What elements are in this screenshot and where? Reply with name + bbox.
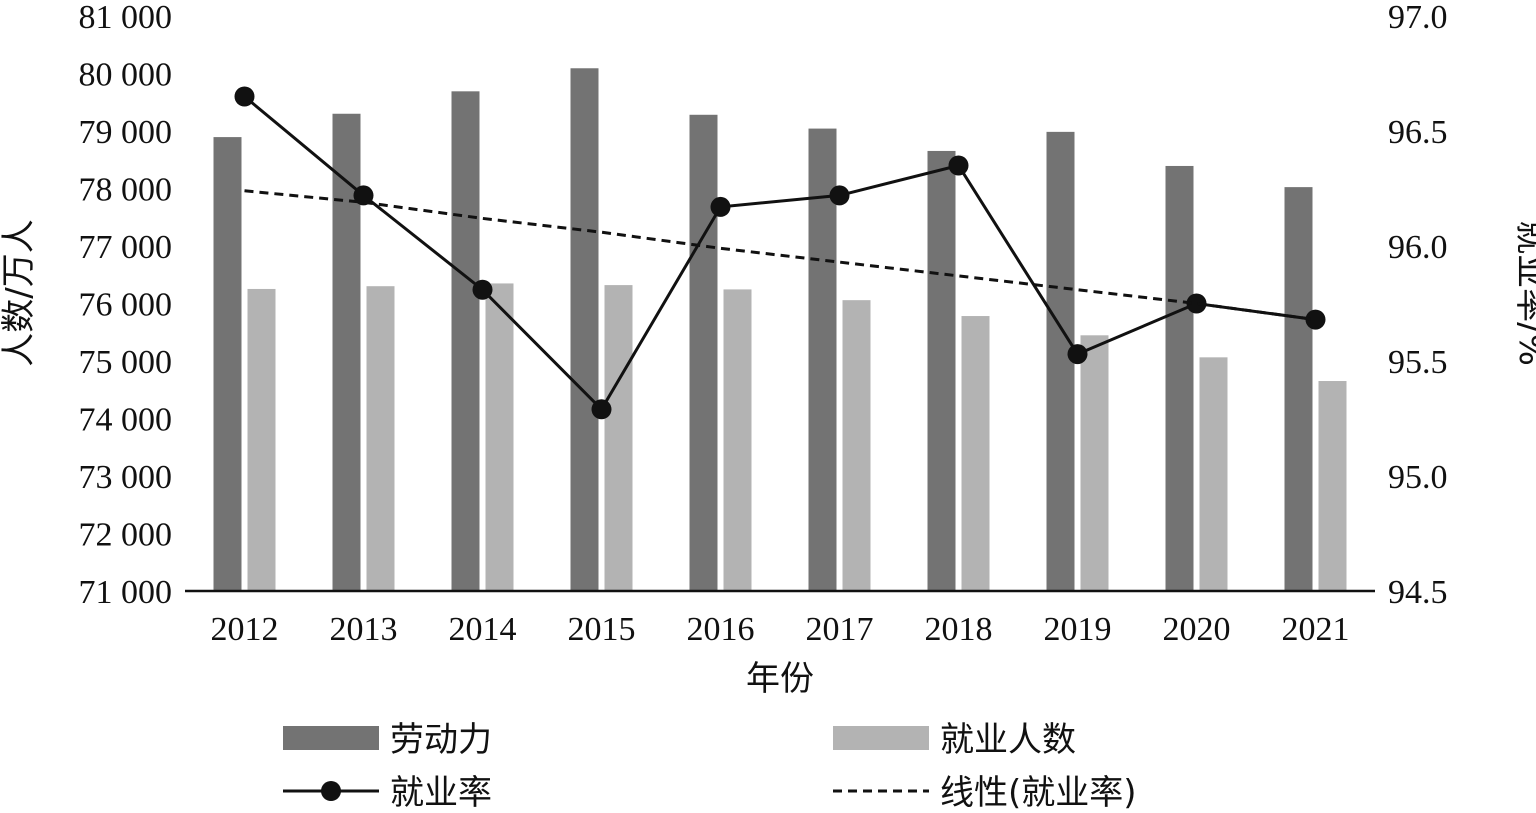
y2-tick-label: 95.0 bbox=[1388, 459, 1448, 496]
legend-swatch-employed bbox=[833, 726, 929, 750]
lines-layer bbox=[234, 86, 1326, 420]
x-tick-label: 2021 bbox=[1282, 611, 1350, 648]
y-tick-label: 71 000 bbox=[79, 574, 173, 611]
bar-employed-2012 bbox=[247, 288, 276, 591]
x-tick-label: 2020 bbox=[1163, 611, 1231, 648]
employment-rate-point-2012 bbox=[234, 86, 255, 107]
bar-employed-2021 bbox=[1318, 381, 1347, 591]
employment-rate-point-2020 bbox=[1186, 293, 1207, 314]
employment-rate-point-2015 bbox=[591, 399, 612, 420]
y-ticks: 71 000 72 000 73 000 74 000 75 000 76 000 77 0… bbox=[79, 0, 173, 611]
x-tick-label: 2018 bbox=[925, 611, 993, 648]
bar-employed-2016 bbox=[723, 289, 752, 591]
y2-tick-label: 96.0 bbox=[1388, 229, 1448, 266]
y2-tick-label: 97.0 bbox=[1388, 0, 1448, 36]
employment-rate-point-2017 bbox=[829, 185, 850, 206]
x-tick-label: 2013 bbox=[330, 611, 398, 648]
bar-labor-force-2019 bbox=[1046, 131, 1075, 592]
employment-rate-line bbox=[243, 95, 1316, 412]
bar-employed-2014 bbox=[485, 283, 514, 591]
legend: 劳动力 就业人数 就业率 线性(就业率) bbox=[283, 720, 1137, 813]
bar-employed-2018 bbox=[961, 316, 990, 591]
y-tick-label: 81 000 bbox=[79, 0, 173, 36]
bar-labor-force-2020 bbox=[1165, 165, 1194, 591]
employment-rate-point-2018 bbox=[948, 155, 969, 176]
y-tick-label: 79 000 bbox=[79, 114, 173, 151]
x-ticks: 2012 2013 2014 2015 2016 2017 2018 2019 2020 2021 bbox=[211, 611, 1350, 648]
x-tick-label: 2019 bbox=[1044, 611, 1112, 648]
y2-tick-label: 95.5 bbox=[1388, 344, 1448, 381]
x-tick-label: 2017 bbox=[806, 611, 874, 648]
legend-marker-employment-rate bbox=[321, 781, 341, 801]
bar-labor-force-2014 bbox=[451, 91, 480, 591]
trend-line bbox=[244, 189, 1316, 322]
bars-layer bbox=[213, 68, 1347, 592]
employment-rate-point-2016 bbox=[710, 196, 731, 217]
y-axis-title: 人数/万人 bbox=[0, 219, 39, 366]
bar-labor-force-2015 bbox=[570, 68, 599, 591]
y2-tick-label: 94.5 bbox=[1388, 574, 1448, 611]
bar-labor-force-2012 bbox=[213, 137, 242, 591]
legend-swatch-labor-force bbox=[283, 726, 379, 750]
y2-ticks: 94.5 95.0 95.5 96.0 96.5 97.0 bbox=[1388, 0, 1448, 611]
y-tick-label: 80 000 bbox=[79, 57, 173, 94]
legend-label-labor-force: 劳动力 bbox=[390, 720, 492, 760]
employment-rate-point-2013 bbox=[353, 185, 374, 206]
bar-employed-2017 bbox=[842, 300, 871, 591]
employment-rate-point-2014 bbox=[472, 279, 493, 300]
legend-label-employment-rate: 就业率 bbox=[390, 773, 492, 813]
y-tick-label: 74 000 bbox=[79, 402, 173, 439]
bar-employed-2020 bbox=[1199, 357, 1228, 591]
y-tick-label: 77 000 bbox=[79, 229, 173, 266]
x-axis-title: 年份 bbox=[746, 659, 814, 699]
bar-labor-force-2017 bbox=[808, 128, 837, 591]
x-tick-label: 2015 bbox=[568, 611, 636, 648]
y2-axis-title: 就业率/% bbox=[1511, 220, 1536, 366]
y2-tick-label: 96.5 bbox=[1388, 114, 1448, 151]
x-tick-label: 2012 bbox=[211, 611, 279, 648]
y-tick-label: 78 000 bbox=[79, 172, 173, 209]
legend-label-employed: 就业人数 bbox=[940, 720, 1076, 760]
bar-labor-force-2021 bbox=[1284, 187, 1313, 591]
employment-rate-point-2021 bbox=[1305, 309, 1326, 330]
legend-label-trend: 线性(就业率) bbox=[940, 773, 1137, 813]
x-tick-label: 2014 bbox=[449, 611, 517, 648]
bar-labor-force-2013 bbox=[332, 113, 361, 591]
y-tick-label: 75 000 bbox=[79, 344, 173, 381]
bar-labor-force-2018 bbox=[927, 150, 956, 591]
bar-employed-2013 bbox=[366, 286, 395, 591]
x-tick-label: 2016 bbox=[687, 611, 755, 648]
bar-employed-2019 bbox=[1080, 335, 1109, 591]
bar-employed-2015 bbox=[604, 285, 633, 591]
y-tick-label: 72 000 bbox=[79, 517, 173, 554]
y-tick-label: 76 000 bbox=[79, 287, 173, 324]
bar-labor-force-2016 bbox=[689, 114, 718, 591]
employment-rate-point-2019 bbox=[1067, 344, 1088, 365]
y-tick-label: 73 000 bbox=[79, 459, 173, 496]
